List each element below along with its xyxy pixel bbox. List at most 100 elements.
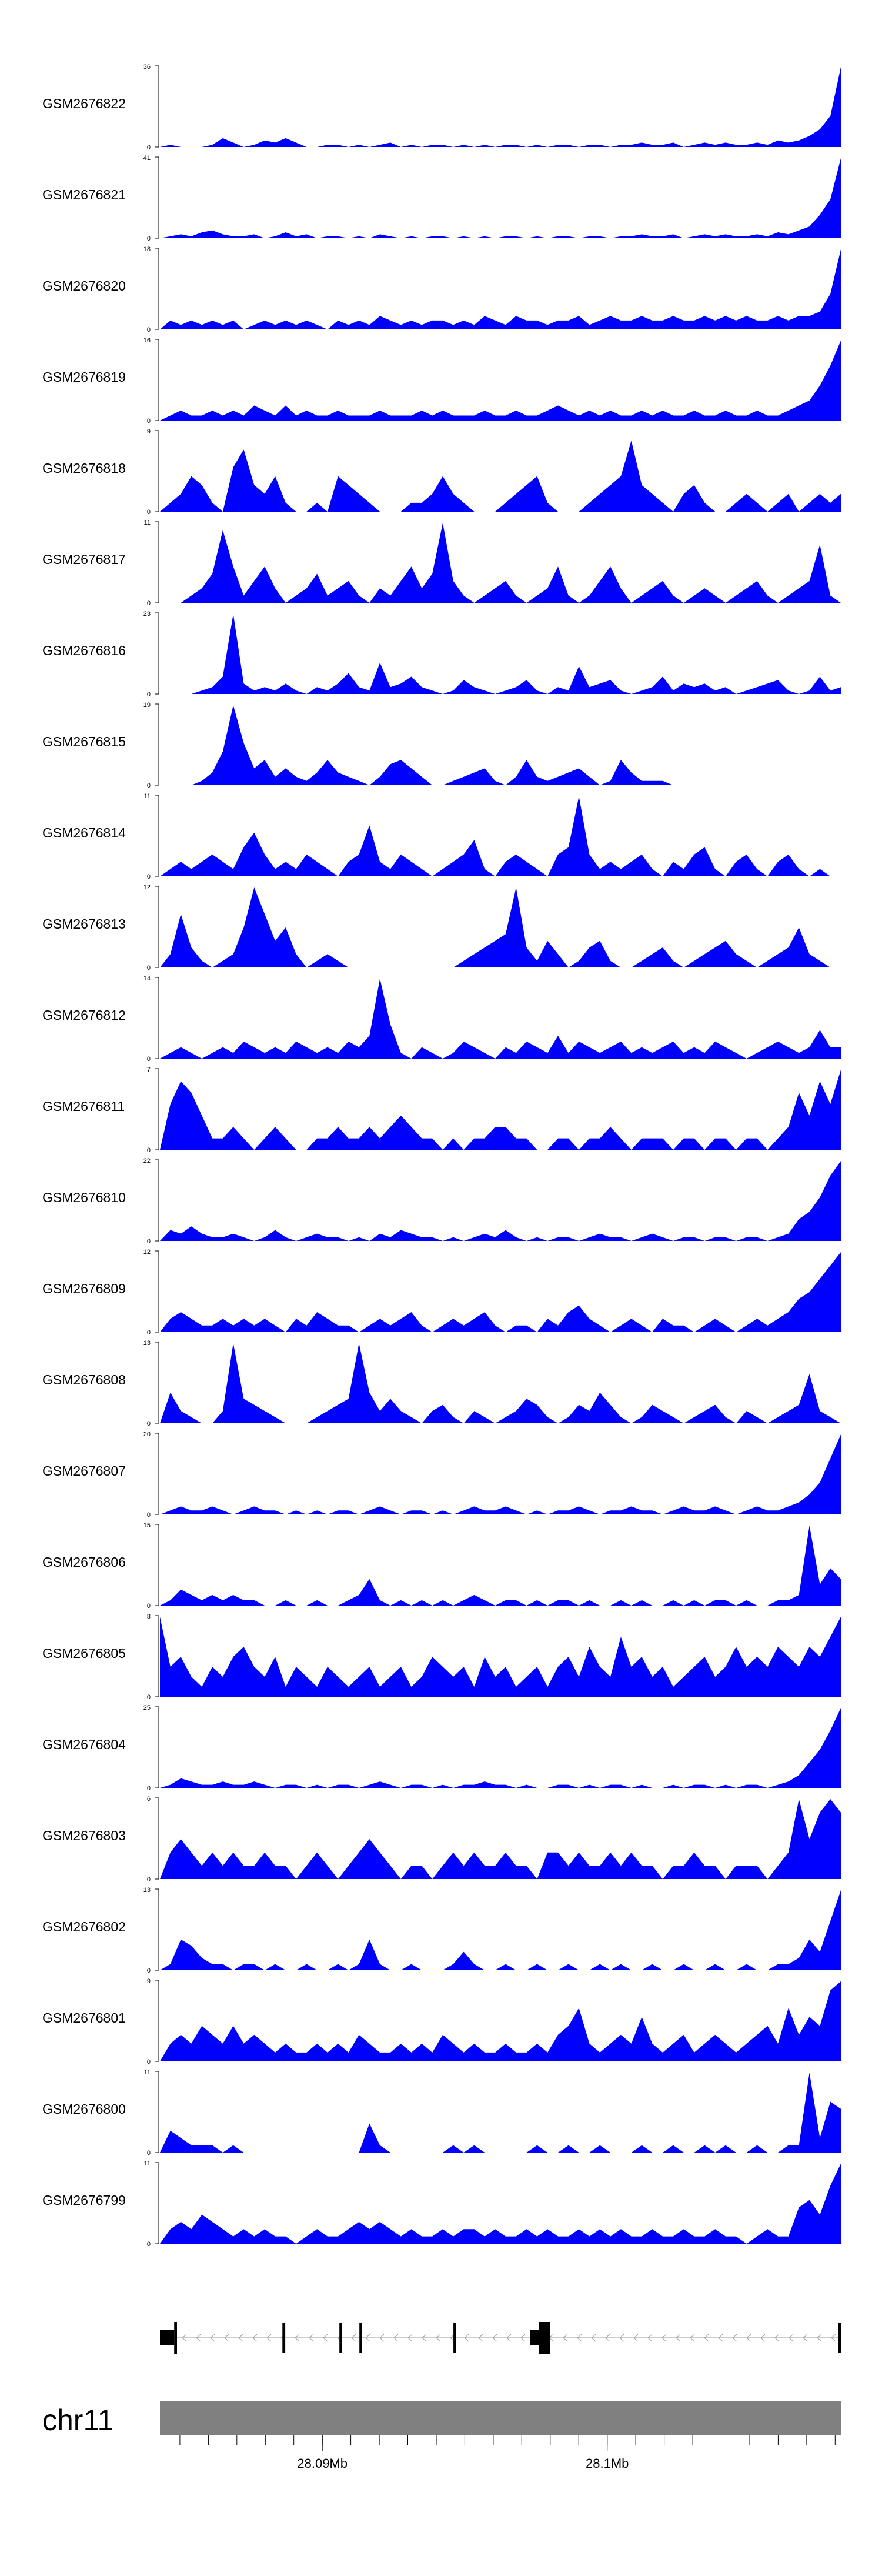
track-GSM2676799: 11 0 GSM2676799	[42, 2160, 841, 2248]
y-max-label: 41	[143, 155, 151, 162]
y-max-label: 12	[143, 1249, 151, 1256]
track-GSM2676802: 13 0 GSM2676802	[42, 1887, 841, 1974]
chromosome-label: chr11	[42, 2404, 113, 2437]
strand-arrow	[662, 2334, 667, 2342]
strand-arrow	[633, 2334, 639, 2342]
strand-arrow	[323, 2334, 328, 2342]
track-GSM2676808: 13 0 GSM2676808	[42, 1340, 841, 1427]
track-GSM2676807: 20 0 GSM2676807	[42, 1431, 841, 1519]
y-max-label: 11	[144, 2069, 151, 2076]
track-label: GSM2676803	[42, 1828, 126, 1843]
track-label: GSM2676801	[42, 2010, 126, 2026]
strand-arrow	[492, 2334, 497, 2342]
strand-arrow	[252, 2334, 258, 2342]
strand-arrow	[774, 2334, 780, 2342]
y-max-label: 14	[143, 975, 151, 982]
strand-arrow	[520, 2334, 526, 2342]
strand-arrow	[619, 2334, 624, 2342]
track-GSM2676809: 12 0 GSM2676809	[42, 1249, 841, 1336]
strand-arrow	[718, 2334, 723, 2342]
strand-arrow	[210, 2334, 215, 2342]
track-GSM2676814: 11 0 GSM2676814	[42, 793, 841, 880]
y-max-label: 11	[144, 519, 151, 526]
y-max-label: 13	[143, 1887, 151, 1894]
strand-arrow	[238, 2334, 243, 2342]
track-GSM2676803: 6 0 GSM2676803	[42, 1796, 841, 1883]
strand-arrow	[393, 2334, 399, 2342]
strand-arrow	[365, 2334, 370, 2342]
y-min-label: 0	[147, 509, 151, 516]
track-label: GSM2676807	[42, 1463, 126, 1479]
track-label: GSM2676820	[42, 278, 126, 293]
track-label: GSM2676808	[42, 1372, 126, 1387]
exon	[838, 2323, 841, 2353]
y-min-label: 0	[147, 2150, 151, 2157]
strand-arrow	[789, 2334, 794, 2342]
strand-arrow	[647, 2334, 653, 2342]
y-min-label: 0	[147, 1603, 151, 1610]
y-max-label: 12	[143, 884, 151, 891]
coverage-area	[160, 614, 841, 694]
y-min-label: 0	[147, 873, 151, 880]
coverage-area	[160, 1070, 841, 1150]
y-max-label: 8	[147, 1613, 151, 1620]
track-label: GSM2676811	[42, 1099, 125, 1114]
strand-arrow	[817, 2334, 822, 2342]
exon	[174, 2322, 177, 2354]
y-max-label: 9	[147, 428, 151, 435]
y-max-label: 36	[143, 64, 151, 71]
strand-arrow	[746, 2334, 751, 2342]
track-label: GSM2676814	[42, 825, 126, 840]
track-label: GSM2676800	[42, 2101, 126, 2117]
coverage-area	[160, 796, 841, 876]
y-max-label: 11	[144, 793, 151, 800]
strand-arrow	[605, 2334, 610, 2342]
strand-arrow	[407, 2334, 413, 2342]
track-GSM2676804: 25 0 GSM2676804	[42, 1704, 841, 1792]
y-max-label: 25	[143, 1704, 151, 1711]
track-GSM2676801: 9 0 GSM2676801	[42, 1978, 841, 2066]
track-GSM2676819: 16 0 GSM2676819	[42, 337, 841, 425]
y-min-label: 0	[147, 1329, 151, 1336]
strand-arrow	[563, 2334, 568, 2342]
track-GSM2676806: 15 0 GSM2676806	[42, 1522, 841, 1610]
y-min-label: 0	[147, 1876, 151, 1883]
y-max-label: 15	[143, 1522, 151, 1529]
chromosome-bar	[160, 2401, 841, 2435]
coverage-area	[160, 1617, 841, 1697]
track-label: GSM2676815	[42, 734, 126, 749]
y-min-label: 0	[147, 1967, 151, 1974]
y-max-label: 9	[147, 1978, 151, 1985]
strand-arrow	[196, 2334, 201, 2342]
chromosome-ideogram: chr11	[42, 2401, 841, 2437]
y-min-label: 0	[147, 1420, 151, 1427]
exon	[339, 2323, 342, 2353]
exon	[539, 2322, 550, 2354]
y-max-label: 11	[144, 2160, 151, 2167]
coverage-area	[160, 523, 841, 603]
track-label: GSM2676817	[42, 552, 126, 567]
y-min-label: 0	[147, 1694, 151, 1701]
coverage-area	[160, 887, 841, 967]
y-min-label: 0	[147, 418, 151, 425]
strand-arrow	[436, 2334, 441, 2342]
y-max-label: 19	[143, 702, 151, 709]
strand-arrow	[831, 2334, 836, 2342]
y-max-label: 7	[147, 1066, 151, 1073]
strand-arrow	[422, 2334, 427, 2342]
y-max-label: 20	[143, 1431, 151, 1438]
y-min-label: 0	[147, 965, 151, 972]
strand-arrow	[464, 2334, 469, 2342]
coverage-area	[160, 1799, 841, 1879]
track-GSM2676800: 11 0 GSM2676800	[42, 2069, 841, 2157]
track-label: GSM2676822	[42, 96, 126, 111]
strand-arrow	[309, 2334, 314, 2342]
track-GSM2676810: 22 0 GSM2676810	[42, 1157, 841, 1245]
strand-arrow	[704, 2334, 709, 2342]
coverage-area	[160, 441, 841, 512]
x-tick-label: 28.1Mb	[586, 2456, 629, 2471]
y-min-label: 0	[147, 1056, 151, 1063]
exon	[530, 2330, 539, 2345]
track-GSM2676812: 14 0 GSM2676812	[42, 975, 841, 1063]
